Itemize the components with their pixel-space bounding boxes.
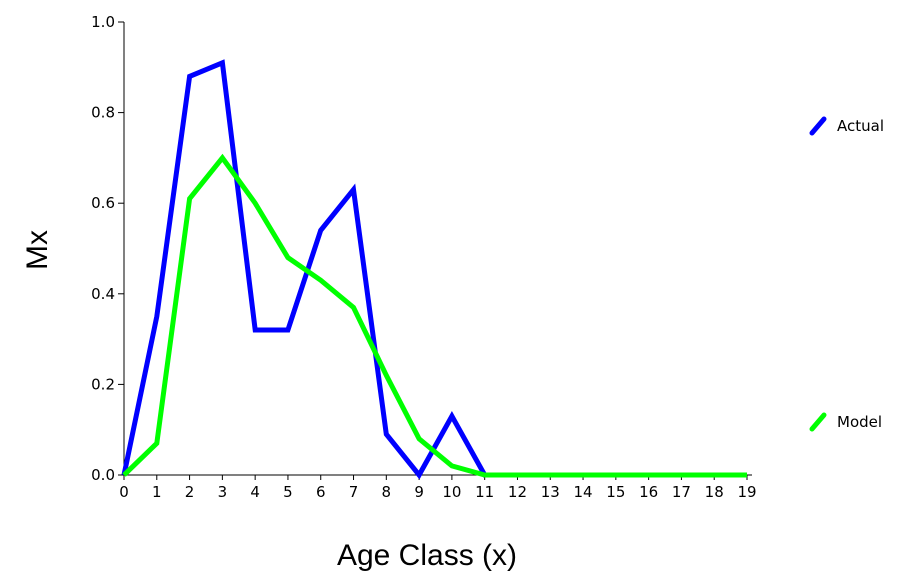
x-tick-label: 11 <box>475 483 494 501</box>
legend: Actual Model <box>809 116 884 432</box>
x-tick-label: 19 <box>737 483 756 501</box>
x-tick-label: 8 <box>382 483 392 501</box>
y-tick-label: 0.2 <box>91 375 115 393</box>
legend-swatch <box>809 116 827 136</box>
x-tick-label: 10 <box>442 483 461 501</box>
legend-entry-actual: Actual <box>809 116 884 136</box>
x-tick-label: 2 <box>185 483 195 501</box>
x-tick-label: 4 <box>250 483 260 501</box>
x-tick-label: 17 <box>672 483 691 501</box>
x-tick-label: 18 <box>705 483 724 501</box>
axes <box>123 22 752 476</box>
x-tick-label: 5 <box>283 483 293 501</box>
x-tick-label: 6 <box>316 483 326 501</box>
y-tick-label: 0.0 <box>91 466 115 484</box>
y-tick-label: 1.0 <box>91 13 115 31</box>
legend-entry-model: Model <box>809 412 882 432</box>
x-tick-label: 1 <box>152 483 162 501</box>
series-layer <box>121 59 748 480</box>
y-ticks: 0.0 0.2 0.4 0.6 0.8 1.0 <box>91 13 124 484</box>
x-tick-label: 14 <box>574 483 593 501</box>
x-tick-label: 3 <box>218 483 228 501</box>
y-axis-title: Mx <box>21 230 54 270</box>
series-line-model <box>122 153 747 478</box>
y-tick-label: 0.4 <box>91 285 115 303</box>
x-tick-label: 16 <box>639 483 658 501</box>
legend-label: Model <box>837 413 882 431</box>
x-tick-label: 7 <box>349 483 359 501</box>
x-axis-title: Age Class (x) <box>337 539 517 572</box>
x-ticks: 0 1 2 3 4 5 6 7 8 9 10 11 12 13 14 15 16 17 18 19 <box>119 475 757 501</box>
series-line-actual <box>121 59 747 480</box>
legend-label: Actual <box>837 117 884 135</box>
x-tick-label: 0 <box>119 483 129 501</box>
x-tick-label: 15 <box>606 483 625 501</box>
y-tick-label: 0.8 <box>91 104 115 122</box>
x-tick-label: 12 <box>508 483 527 501</box>
x-tick-label: 9 <box>414 483 424 501</box>
x-tick-label: 13 <box>541 483 560 501</box>
y-tick-label: 0.6 <box>91 194 115 212</box>
legend-swatch <box>809 412 827 432</box>
